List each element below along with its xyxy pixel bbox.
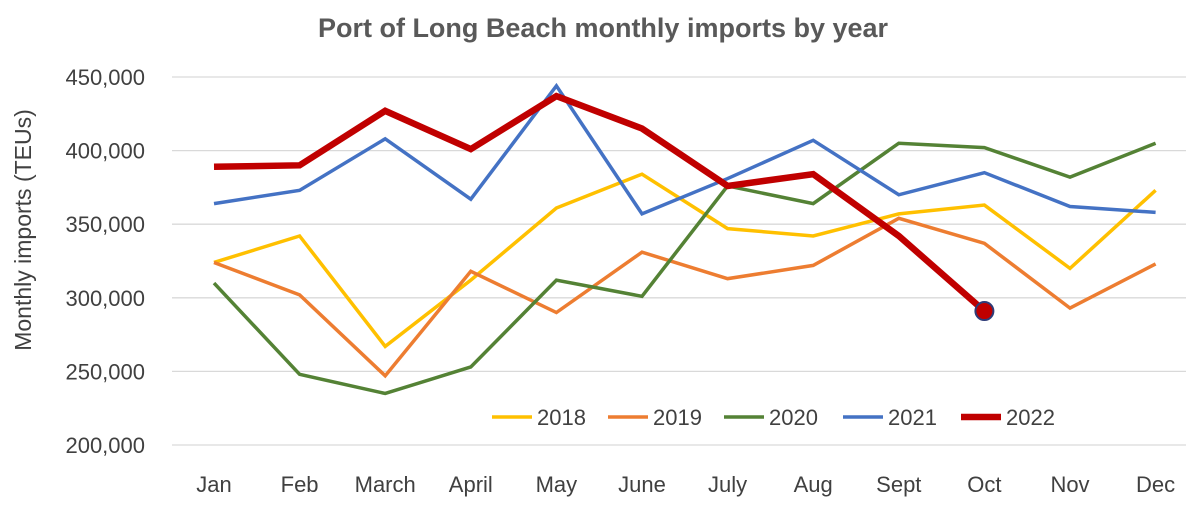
y-axis-label: Monthly imports (TEUs) xyxy=(10,109,36,351)
series-line-2022 xyxy=(213,92,987,314)
y-tick-label: 350,000 xyxy=(65,212,145,237)
series-end-marker-2022 xyxy=(974,301,995,322)
y-tick-label: 300,000 xyxy=(65,286,145,311)
x-axis-ticks: Jan Feb March April May June July Aug Sept Oct Nov… xyxy=(196,472,1175,497)
x-tick-label: Jan xyxy=(196,472,231,497)
x-tick-label: June xyxy=(618,472,666,497)
series-line-2019 xyxy=(213,216,1157,379)
series-line-2021 xyxy=(213,82,1156,217)
legend-label-2021: 2021 xyxy=(888,405,937,430)
series-line-2018 xyxy=(213,172,1157,349)
series-line-2020 xyxy=(212,141,1157,396)
x-tick-label: April xyxy=(449,472,493,497)
x-tick-label: July xyxy=(708,472,747,497)
x-tick-label: March xyxy=(355,472,416,497)
legend-label-2018: 2018 xyxy=(537,405,586,430)
y-axis-ticks: 200,000 250,000 300,000 350,000 400,000 450,0… xyxy=(65,65,145,458)
gridlines xyxy=(172,76,1186,446)
series-lines xyxy=(212,82,1157,396)
y-tick-label: 250,000 xyxy=(65,359,145,384)
y-tick-label: 200,000 xyxy=(65,433,145,458)
x-tick-label: Oct xyxy=(967,472,1001,497)
legend-label-2019: 2019 xyxy=(653,405,702,430)
x-tick-label: Nov xyxy=(1050,472,1089,497)
legend: 2018 2019 2020 2021 2022 xyxy=(492,405,1055,430)
legend-label-2022: 2022 xyxy=(1006,405,1055,430)
y-tick-label: 400,000 xyxy=(65,139,145,164)
x-tick-label: Dec xyxy=(1136,472,1175,497)
x-tick-label: Sept xyxy=(876,472,921,497)
x-tick-label: Feb xyxy=(281,472,319,497)
chart-title: Port of Long Beach monthly imports by ye… xyxy=(318,13,889,43)
y-tick-label: 450,000 xyxy=(65,65,145,90)
x-tick-label: Aug xyxy=(794,472,833,497)
x-tick-label: May xyxy=(536,472,578,497)
legend-label-2020: 2020 xyxy=(769,405,818,430)
